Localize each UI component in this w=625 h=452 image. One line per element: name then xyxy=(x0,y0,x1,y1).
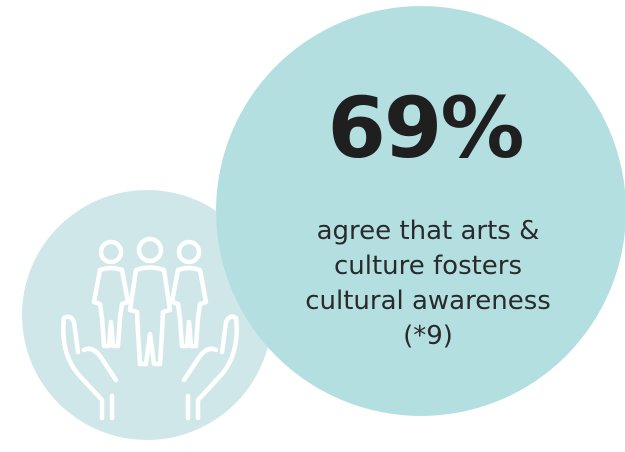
stat-footnote: (*9) xyxy=(403,321,453,351)
stat-description-line: agree that arts & xyxy=(316,216,540,246)
stat-percentage: 69% xyxy=(327,79,524,177)
stat-description: agree that arts & culture fosters cultur… xyxy=(268,214,588,354)
stat-description-line: cultural awareness xyxy=(305,286,551,316)
people-in-hands-icon xyxy=(50,222,250,422)
stat-description-line: culture fosters xyxy=(333,251,523,281)
stat-circle-background xyxy=(216,6,625,416)
